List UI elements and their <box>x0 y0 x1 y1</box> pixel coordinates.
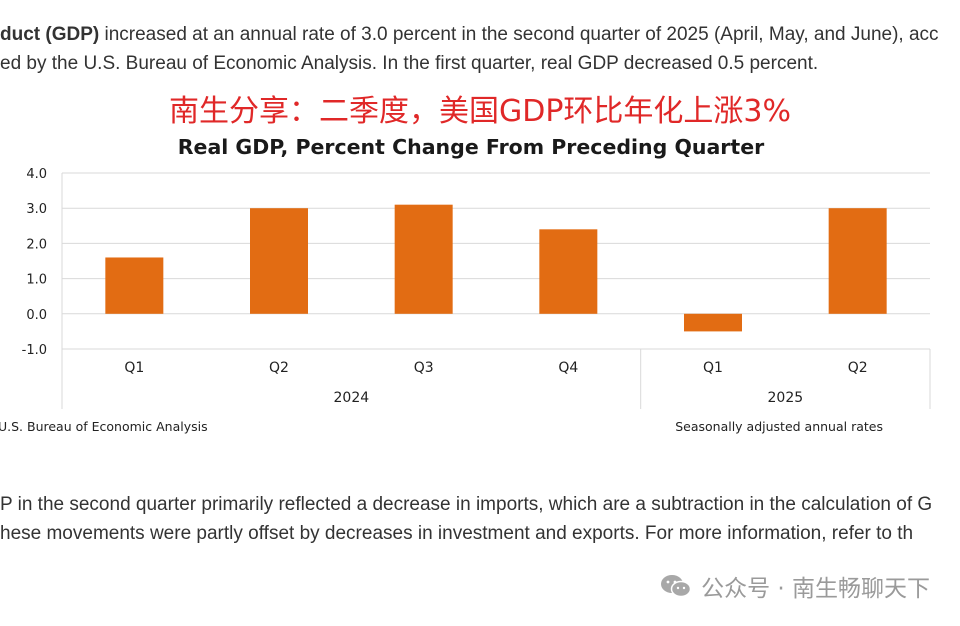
intro-line-1: duct (GDP) increased at an annual rate o… <box>0 20 939 50</box>
y-tick-label: 1.0 <box>26 273 47 288</box>
bar <box>105 257 164 314</box>
bar <box>394 204 453 314</box>
bar <box>828 208 887 314</box>
y-tick-label: 3.0 <box>26 202 47 217</box>
x-tick-label: Q1 <box>703 360 723 376</box>
x-group-label: 2025 <box>768 390 804 406</box>
x-tick-label: Q4 <box>558 360 578 376</box>
source-note: U.S. Bureau of Economic Analysis <box>0 419 208 434</box>
y-tick-label: 4.0 <box>26 167 47 182</box>
y-tick-label: 2.0 <box>26 237 47 252</box>
gdp-bar-chart: Real GDP, Percent Change From Preceding … <box>0 135 931 434</box>
x-tick-label: Q1 <box>124 360 144 376</box>
x-group-label: 2024 <box>334 390 370 406</box>
bar <box>684 313 742 332</box>
intro-line-2: ed by the U.S. Bureau of Economic Analys… <box>0 53 819 74</box>
body-line-1: P in the second quarter primarily reflec… <box>0 494 933 515</box>
intro-line-1-text: increased at an annual rate of 3.0 perce… <box>99 24 939 45</box>
watermark-text: 公众号 · 南生畅聊天下 <box>701 576 930 602</box>
seasonal-note: Seasonally adjusted annual rates <box>675 419 883 434</box>
overlay-title: 南生分享：二季度，美国GDP环比年化上涨3% <box>168 94 792 129</box>
x-tick-label: Q2 <box>848 360 868 376</box>
watermark: 公众号 · 南生畅聊天下 <box>659 569 930 603</box>
bar <box>250 208 308 314</box>
chart-title: Real GDP, Percent Change From Preceding … <box>178 135 765 159</box>
body-line-2: hese movements were partly offset by dec… <box>0 523 914 544</box>
intro-bold-term: duct (GDP) <box>0 24 100 45</box>
y-tick-label: 0.0 <box>26 308 47 323</box>
wechat-icon <box>661 575 692 598</box>
y-tick-label: -1.0 <box>22 343 47 358</box>
x-tick-label: Q3 <box>414 360 434 376</box>
x-tick-label: Q2 <box>269 360 289 376</box>
bar <box>539 229 598 314</box>
